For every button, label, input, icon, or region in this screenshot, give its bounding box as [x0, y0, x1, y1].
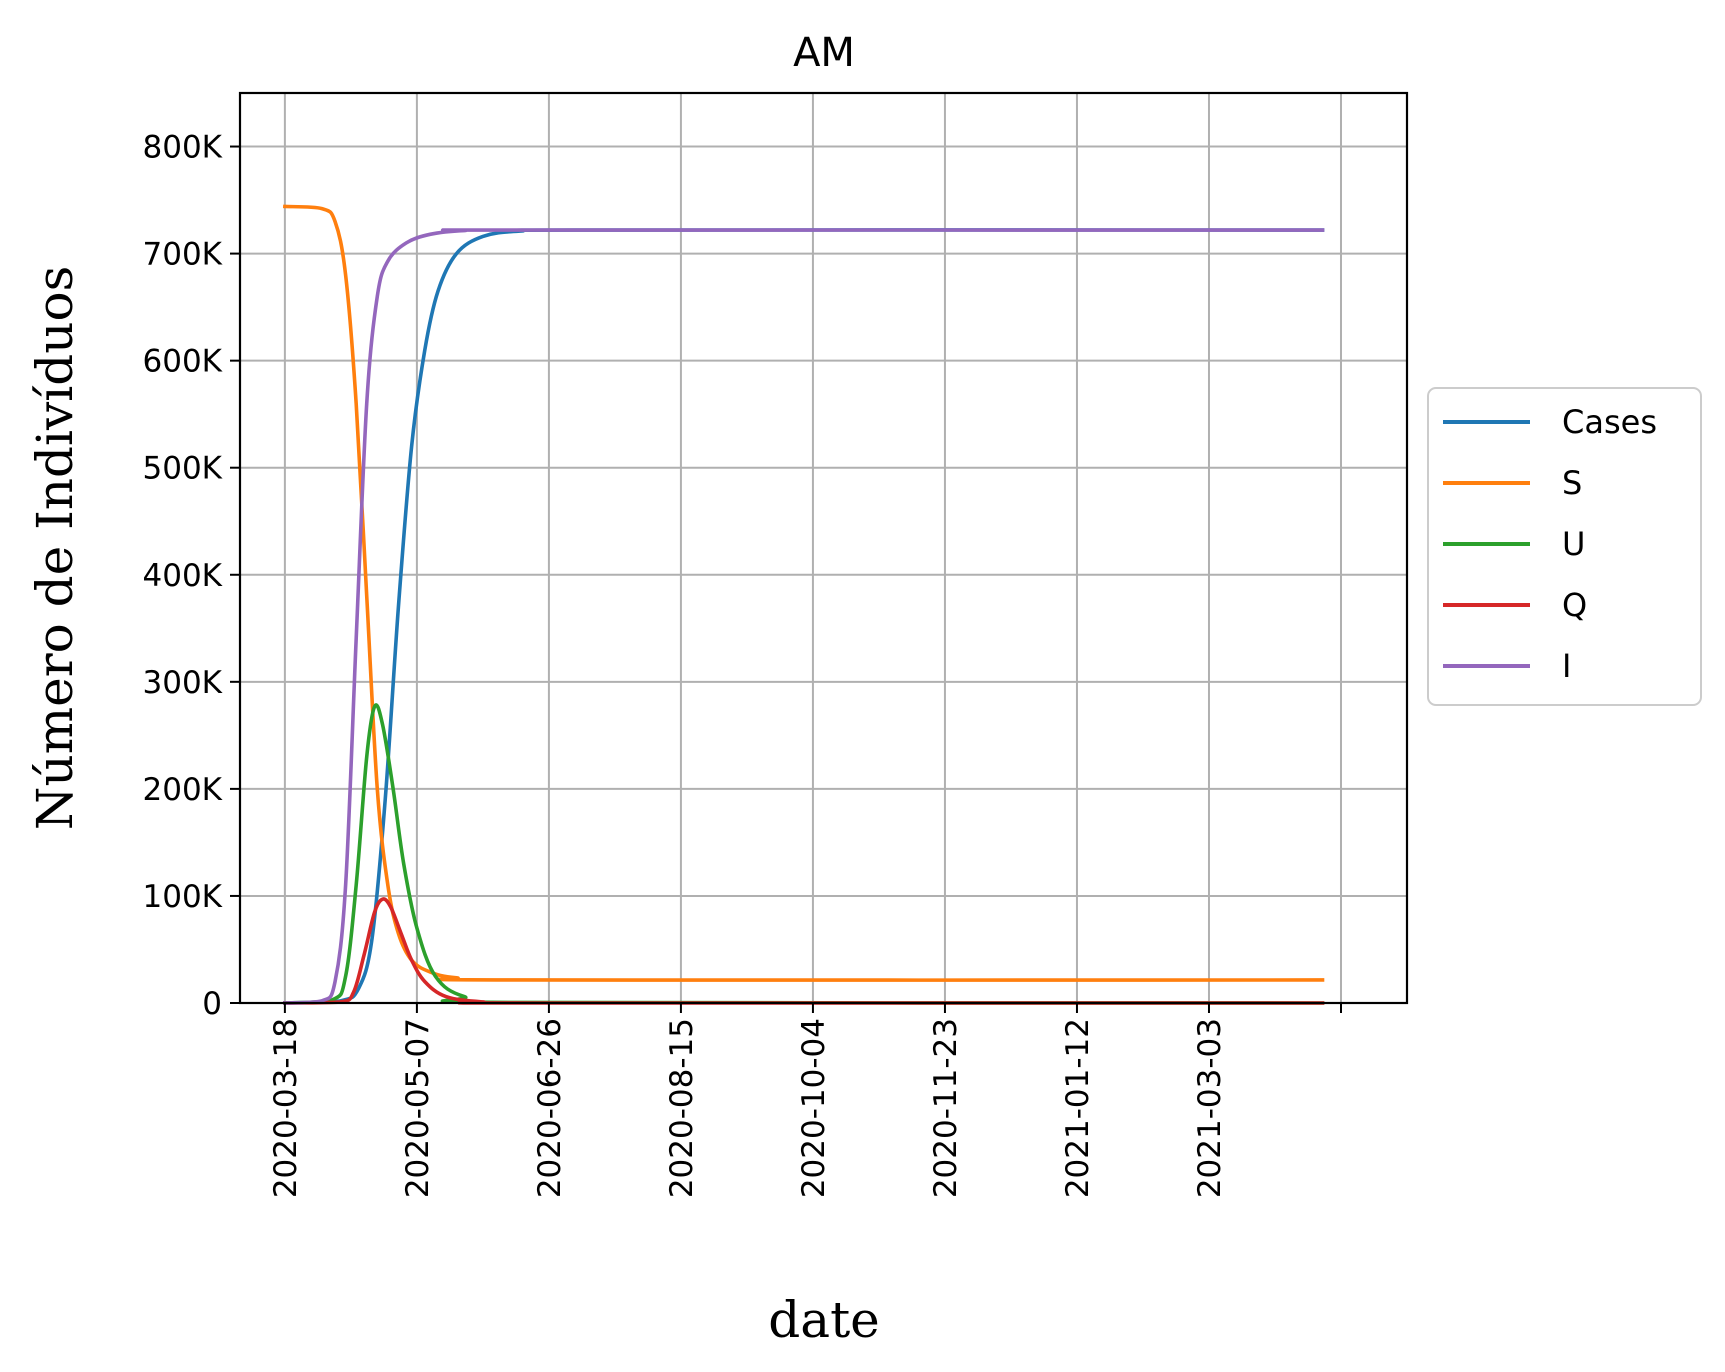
- y-tick-label: 700K: [143, 237, 223, 273]
- y-tick-label: 200K: [143, 772, 223, 808]
- x-tick-label: 2020-11-23: [928, 1018, 964, 1198]
- legend-label-q: Q: [1562, 586, 1587, 624]
- x-tick-label: 2020-03-18: [268, 1018, 304, 1198]
- plot-frame: [238, 91, 1409, 1005]
- y-tick-label: 300K: [143, 665, 223, 701]
- series-lines: [282, 204, 1325, 1005]
- legend-label-cases: Cases: [1562, 403, 1657, 441]
- grid: [240, 93, 1407, 1004]
- series-line-q: [283, 897, 1325, 1005]
- y-tick-label: 500K: [143, 451, 223, 487]
- legend-label-i: I: [1562, 647, 1571, 685]
- x-tick-label: 2021-01-12: [1060, 1018, 1096, 1198]
- x-tick-label: 2020-08-15: [664, 1018, 700, 1198]
- y-tick-label: 600K: [143, 344, 223, 380]
- x-axis-label: date: [768, 1291, 880, 1349]
- legend-label-u: U: [1562, 525, 1585, 563]
- x-tick-label: 2021-03-03: [1192, 1018, 1228, 1198]
- y-tick-label: 100K: [143, 879, 223, 915]
- y-tick-label: 400K: [143, 558, 223, 594]
- legend-label-s: S: [1562, 464, 1582, 502]
- series-line-cases: [283, 228, 1325, 1005]
- y-tick-label: 800K: [143, 130, 223, 166]
- series-line-i: [282, 228, 1325, 1005]
- x-tick-label: 2020-10-04: [796, 1018, 832, 1198]
- series-line-u: [282, 703, 1325, 1005]
- x-tick-label: 2020-05-07: [400, 1018, 436, 1198]
- y-tick-label: 0: [202, 986, 222, 1022]
- chart-title: AM: [793, 30, 855, 76]
- y-axis: 0 100K 200K 300K 400K 500K 600K 700K 800K: [143, 130, 240, 1022]
- series-line-s: [282, 204, 1325, 982]
- legend-box: [1427, 387, 1702, 706]
- x-tick-label: 2020-06-26: [532, 1018, 568, 1198]
- y-axis-label: Número de Indivíduos: [26, 266, 84, 831]
- x-axis: 2020-03-18 2020-05-07 2020-06-26 2020-08-15…: [268, 1003, 1342, 1198]
